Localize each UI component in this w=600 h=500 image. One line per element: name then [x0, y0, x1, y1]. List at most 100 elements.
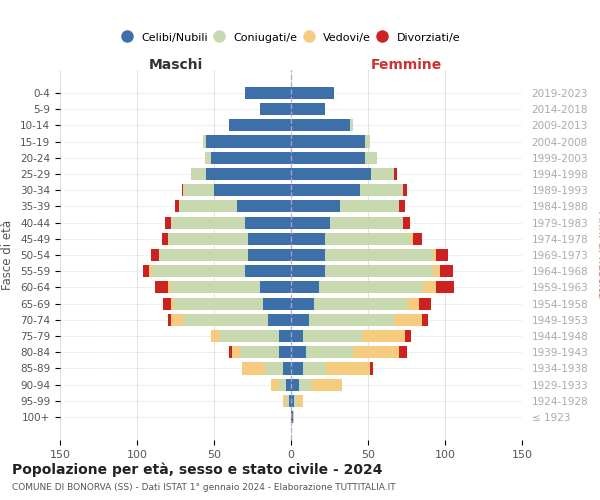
Bar [220, 330, 278, 342]
Bar [289, 395, 291, 407]
Bar [203, 136, 206, 147]
Bar [297, 395, 304, 407]
Bar [325, 249, 433, 261]
Bar [291, 168, 371, 180]
Bar [325, 265, 433, 278]
Bar [291, 314, 310, 326]
Bar [260, 103, 291, 115]
Bar [205, 152, 211, 164]
Bar [403, 184, 407, 196]
Bar [168, 314, 171, 326]
Bar [407, 298, 419, 310]
Bar [286, 378, 291, 391]
Bar [183, 314, 268, 326]
Bar [307, 346, 353, 358]
Bar [294, 395, 297, 407]
Bar [399, 200, 405, 212]
Bar [424, 282, 436, 294]
Bar [329, 216, 403, 228]
Bar [394, 314, 422, 326]
Bar [206, 168, 291, 180]
Bar [299, 378, 311, 391]
Bar [433, 265, 440, 278]
Bar [286, 395, 289, 407]
Bar [291, 119, 350, 132]
Bar [248, 232, 291, 245]
Bar [161, 232, 168, 245]
Text: COMUNE DI BONORVA (SS) - Dati ISTAT 1° gennaio 2024 - Elaborazione TUTTITALIA.IT: COMUNE DI BONORVA (SS) - Dati ISTAT 1° g… [12, 482, 395, 492]
Bar [291, 232, 325, 245]
Bar [436, 282, 454, 294]
Bar [283, 362, 291, 374]
Bar [271, 378, 278, 391]
Bar [370, 362, 373, 374]
Bar [179, 200, 237, 212]
Bar [163, 298, 171, 310]
Y-axis label: Anni di nascita: Anni di nascita [595, 212, 600, 298]
Bar [245, 216, 291, 228]
Bar [310, 314, 394, 326]
Bar [152, 265, 245, 278]
Bar [168, 282, 171, 294]
Bar [419, 298, 431, 310]
Bar [151, 249, 158, 261]
Bar [291, 103, 325, 115]
Bar [158, 249, 248, 261]
Bar [278, 330, 291, 342]
Bar [362, 330, 405, 342]
Bar [291, 330, 304, 342]
Bar [260, 282, 291, 294]
Bar [291, 346, 307, 358]
Bar [311, 378, 342, 391]
Bar [291, 249, 325, 261]
Bar [175, 200, 179, 212]
Bar [211, 152, 291, 164]
Bar [291, 184, 360, 196]
Bar [229, 346, 232, 358]
Bar [240, 346, 278, 358]
Bar [291, 136, 365, 147]
Bar [325, 232, 410, 245]
Bar [365, 136, 370, 147]
Bar [291, 282, 319, 294]
Bar [291, 87, 334, 99]
Bar [191, 168, 206, 180]
Bar [399, 346, 407, 358]
Bar [350, 119, 353, 132]
Bar [278, 378, 286, 391]
Bar [291, 378, 299, 391]
Bar [165, 216, 171, 228]
Bar [171, 216, 245, 228]
Bar [371, 168, 394, 180]
Bar [410, 232, 413, 245]
Bar [293, 411, 294, 423]
Bar [143, 265, 149, 278]
Bar [340, 200, 399, 212]
Bar [291, 298, 314, 310]
Bar [291, 411, 293, 423]
Bar [232, 346, 240, 358]
Bar [319, 282, 424, 294]
Bar [304, 330, 362, 342]
Bar [229, 119, 291, 132]
Bar [278, 346, 291, 358]
Text: Popolazione per età, sesso e stato civile - 2024: Popolazione per età, sesso e stato civil… [12, 462, 383, 477]
Bar [436, 249, 448, 261]
Bar [242, 362, 265, 374]
Bar [291, 265, 325, 278]
Bar [183, 184, 214, 196]
Bar [291, 395, 294, 407]
Bar [245, 87, 291, 99]
Bar [360, 184, 403, 196]
Bar [283, 395, 286, 407]
Bar [149, 265, 152, 278]
Bar [237, 200, 291, 212]
Bar [171, 282, 260, 294]
Bar [206, 136, 291, 147]
Bar [155, 282, 168, 294]
Bar [422, 314, 428, 326]
Bar [440, 265, 453, 278]
Bar [326, 362, 370, 374]
Bar [405, 330, 411, 342]
Bar [248, 249, 291, 261]
